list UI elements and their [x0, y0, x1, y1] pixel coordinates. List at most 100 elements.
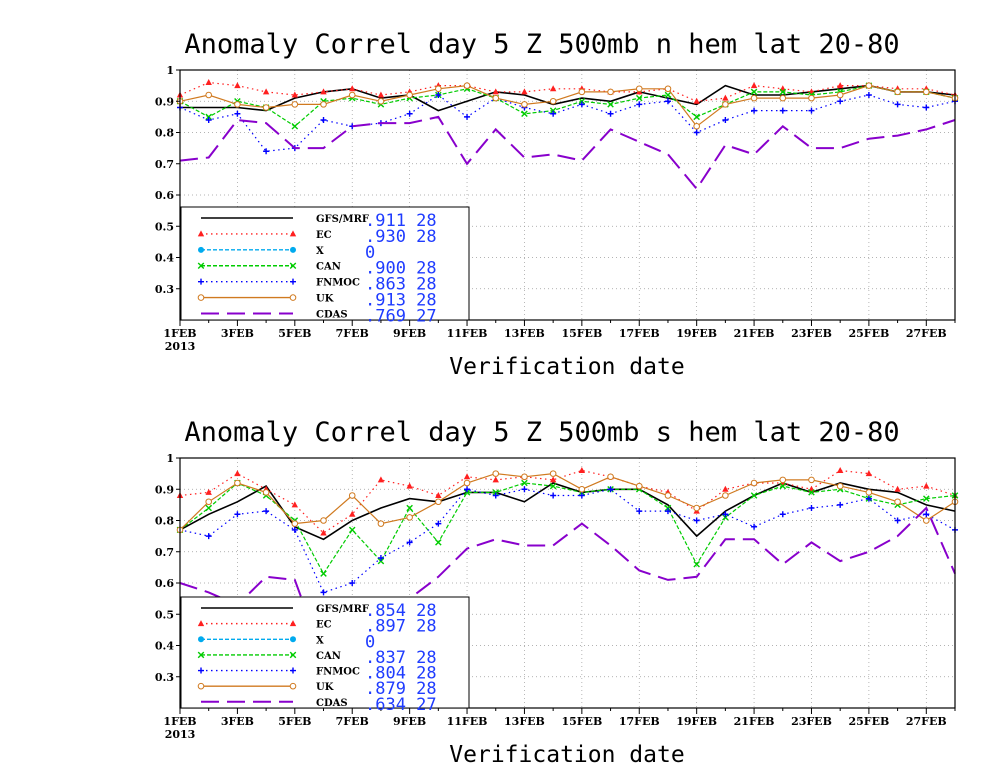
legend-marker: [290, 246, 296, 253]
x-tick-label: 11FEB: [447, 327, 488, 340]
x-tick-label: 9FEB: [393, 715, 426, 728]
data-point-ec: [406, 482, 413, 489]
data-point-ec: [549, 476, 557, 483]
legend-series-stats: 0: [365, 632, 375, 652]
legend-series-stats: .804 28: [365, 664, 437, 684]
data-point-uk: [635, 85, 643, 93]
y-tick-label: 0.5: [155, 608, 174, 621]
legend-marker: [289, 682, 297, 690]
data-point-uk: [463, 82, 471, 89]
legend-series-name: EC: [316, 230, 332, 241]
data-point-uk: [435, 85, 442, 93]
legend-entry-uk: UK .913 28: [197, 291, 437, 311]
x-tick-label: 27FEB: [906, 715, 947, 728]
x-tick-label: 19FEB: [676, 327, 717, 340]
legend-entry-gfs-mrf: GFS/MRF.854 28: [201, 601, 437, 621]
y-tick-label: 1: [166, 452, 174, 465]
data-point-can: [291, 122, 299, 130]
data-point-can: [549, 107, 557, 114]
data-point-ec: [262, 88, 270, 95]
series-gfs-mrf: [179, 482, 956, 541]
series-line-uk: [179, 472, 956, 531]
legend-box: [180, 596, 470, 709]
y-tick-label: 0.8: [155, 515, 174, 528]
data-point-ec: [205, 79, 212, 85]
data-point-uk: [435, 498, 442, 506]
data-point-fnmoc: [722, 117, 729, 123]
data-point-fnmoc: [435, 520, 442, 527]
x-tick-year-label: 2013: [165, 728, 196, 741]
chart-panel-nhem: Anomaly Correl day 5 Z 500mb n hem lat 2…: [155, 29, 959, 380]
data-point-ec: [722, 485, 729, 492]
data-point-fnmoc: [578, 492, 585, 499]
data-point-fnmoc: [550, 492, 557, 499]
data-point-uk: [635, 482, 643, 490]
data-point-fnmoc: [779, 107, 786, 114]
data-point-can: [205, 504, 212, 512]
legend-box: [180, 206, 470, 321]
y-tick-label: 0.7: [155, 158, 174, 171]
data-point-uk: [836, 482, 844, 490]
data-point-ec: [463, 473, 471, 480]
data-point-can: [348, 526, 356, 534]
data-point-fnmoc: [464, 486, 471, 493]
data-point-can: [492, 489, 500, 496]
data-point-uk: [607, 88, 614, 96]
legend-series-name: CDAS: [316, 698, 348, 709]
data-point-fnmoc: [435, 92, 442, 98]
legend-series-stats: .897 28: [365, 617, 437, 637]
data-point-can: [406, 504, 413, 512]
data-point-ec: [320, 529, 327, 536]
data-point-uk: [234, 479, 241, 487]
data-point-uk: [291, 520, 299, 527]
x-tick-label: 13FEB: [504, 715, 545, 728]
data-point-uk: [578, 88, 586, 96]
chart-title: Anomaly Correl day 5 Z 500mb n hem lat 2…: [184, 29, 899, 60]
data-point-ec: [320, 88, 327, 95]
data-point-fnmoc: [521, 486, 528, 493]
legend-series-name: UK: [316, 682, 334, 693]
x-tick-label: 3FEB: [221, 715, 254, 728]
x-tick-label: 11FEB: [447, 715, 488, 728]
data-point-uk: [348, 91, 356, 99]
data-point-uk: [922, 517, 930, 524]
y-tick-label: 0.9: [155, 483, 174, 496]
data-point-uk: [750, 94, 758, 102]
legend-series-stats: .863 28: [365, 275, 437, 295]
data-point-can: [435, 539, 442, 546]
x-tick-label: 15FEB: [561, 715, 602, 728]
legend-marker: [197, 620, 205, 627]
data-point-fnmoc: [263, 508, 270, 515]
legend-series-name: X: [316, 635, 324, 646]
data-point-uk: [894, 498, 901, 506]
data-point-fnmoc: [693, 129, 700, 136]
x-axis-label: Verification date: [449, 742, 684, 768]
y-tick-label: 0.7: [155, 546, 174, 559]
chart-panel-shem: Anomaly Correl day 5 Z 500mb s hem lat 2…: [155, 417, 959, 768]
data-point-fnmoc: [636, 101, 643, 108]
data-point-can: [635, 94, 643, 102]
data-point-ec: [492, 476, 499, 483]
data-point-uk: [262, 104, 270, 111]
data-point-ec: [234, 470, 241, 477]
x-tick-label: 7FEB: [336, 715, 369, 728]
legend-marker: [198, 278, 204, 285]
data-point-fnmoc: [320, 117, 327, 123]
data-point-fnmoc: [607, 486, 614, 493]
data-point-fnmoc: [320, 589, 327, 596]
data-point-fnmoc: [751, 107, 758, 114]
data-point-uk: [521, 101, 528, 108]
data-point-fnmoc: [865, 92, 872, 98]
x-tick-label: 5FEB: [278, 715, 311, 728]
data-point-fnmoc: [464, 113, 471, 120]
data-point-ec: [349, 510, 356, 517]
x-tick-year-label: 2013: [165, 340, 196, 353]
series-line-fnmoc: [179, 94, 956, 152]
series-line-gfs-mrf: [180, 84, 956, 112]
data-point-uk: [234, 101, 241, 108]
data-point-uk: [205, 498, 213, 506]
x-tick-label: 13FEB: [504, 327, 545, 340]
series-line-can: [179, 84, 956, 128]
